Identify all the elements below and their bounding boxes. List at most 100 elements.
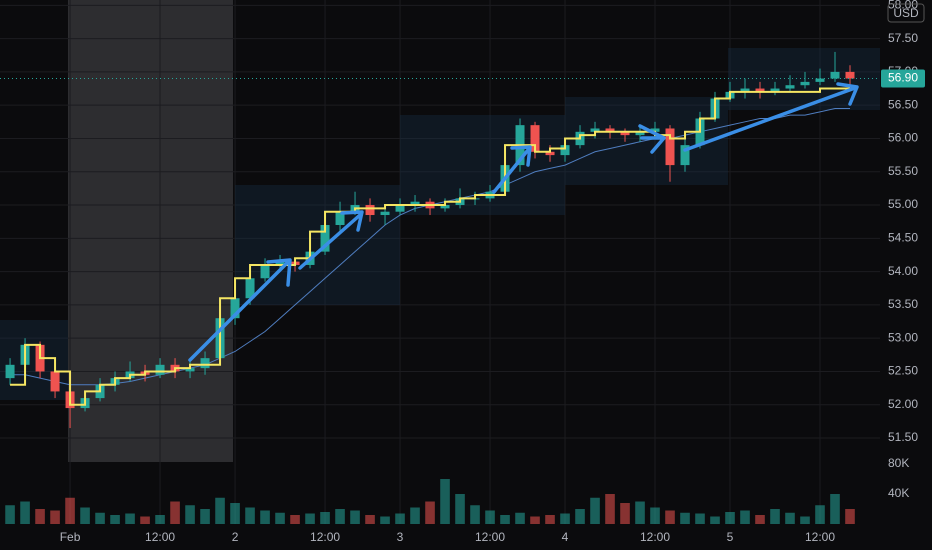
x-tick-label: 2 bbox=[232, 530, 239, 544]
candle-body bbox=[365, 205, 375, 216]
arrow bbox=[188, 258, 292, 362]
axis-panel bbox=[880, 0, 932, 550]
candle-body bbox=[200, 358, 210, 369]
volume-bar bbox=[365, 515, 375, 524]
candle-body bbox=[245, 278, 255, 299]
y-tick-label: 53.00 bbox=[888, 330, 918, 344]
step-line bbox=[10, 87, 851, 406]
volume-bar bbox=[440, 479, 450, 524]
y-tick-label: 58.00 bbox=[888, 0, 918, 11]
x-tick-label: 4 bbox=[562, 530, 569, 544]
volume-bar bbox=[725, 512, 735, 524]
candle-body bbox=[665, 128, 675, 166]
candle-body bbox=[440, 205, 450, 209]
y-tick-label: 52.00 bbox=[888, 397, 918, 411]
volume-tick-label: 80K bbox=[888, 456, 909, 470]
volume-bar bbox=[530, 516, 540, 524]
candle-body bbox=[845, 71, 855, 79]
volume-bar bbox=[665, 510, 675, 524]
candle-body bbox=[635, 131, 645, 136]
volume-bar bbox=[515, 512, 525, 524]
volume-bar bbox=[770, 509, 780, 524]
currency: USD bbox=[893, 6, 919, 20]
volume-bar bbox=[20, 501, 30, 524]
volume-bar bbox=[620, 503, 630, 524]
x-tick-label: 12:00 bbox=[805, 530, 835, 544]
currency-badge bbox=[887, 3, 925, 23]
y-tick-label: 57.50 bbox=[888, 31, 918, 45]
volume-bar bbox=[650, 507, 660, 524]
volume-bar bbox=[110, 515, 120, 524]
volume-bar bbox=[215, 497, 225, 524]
candle-body bbox=[800, 81, 810, 86]
y-tick-label: 52.50 bbox=[888, 364, 918, 378]
candle-body bbox=[590, 128, 600, 132]
volume-bar bbox=[65, 497, 75, 524]
candle-body bbox=[755, 88, 765, 92]
candle-body bbox=[230, 298, 240, 319]
volume-bar bbox=[575, 509, 585, 524]
y-tick-label: 56.50 bbox=[888, 97, 918, 111]
y-tick-label: 56.00 bbox=[888, 131, 918, 145]
volume-bar bbox=[230, 503, 240, 524]
x-tick-label: 12:00 bbox=[145, 530, 175, 544]
profile-box bbox=[400, 115, 565, 215]
x-tick-label: 12:00 bbox=[475, 530, 505, 544]
candle-body bbox=[605, 128, 615, 132]
volume-bar bbox=[605, 494, 615, 524]
session-shade bbox=[68, 0, 233, 462]
y-tick-label: 54.00 bbox=[888, 264, 918, 278]
volume-bar bbox=[635, 501, 645, 524]
candle-body bbox=[680, 145, 690, 166]
volume-bar bbox=[380, 516, 390, 524]
arrow bbox=[492, 145, 532, 194]
last-price-badge bbox=[881, 69, 925, 88]
candle-body bbox=[785, 85, 795, 89]
arrow bbox=[683, 82, 859, 152]
x-tick-label: 5 bbox=[727, 530, 734, 544]
volume-bar bbox=[320, 512, 330, 524]
candle-body bbox=[320, 225, 330, 252]
volume-bar bbox=[710, 516, 720, 524]
volume-bar bbox=[350, 510, 360, 524]
candle-body bbox=[380, 211, 390, 216]
candle-body bbox=[185, 368, 195, 372]
volume-bar bbox=[50, 510, 60, 524]
candle-body bbox=[815, 78, 825, 82]
candle-body bbox=[620, 131, 630, 136]
y-tick-label: 55.00 bbox=[888, 197, 918, 211]
candle-body bbox=[545, 151, 555, 156]
volume-bar bbox=[500, 515, 510, 524]
axis-panel bbox=[0, 524, 880, 550]
volume-tick-label: 40K bbox=[888, 486, 909, 500]
volume-bar bbox=[560, 513, 570, 524]
volume-bar bbox=[455, 494, 465, 524]
annotation-arrows bbox=[188, 82, 859, 362]
volume-bar bbox=[275, 512, 285, 524]
volume-bar bbox=[95, 512, 105, 524]
volume-bar bbox=[755, 515, 765, 524]
y-tick-label: 55.50 bbox=[888, 164, 918, 178]
volume-bar bbox=[485, 510, 495, 524]
volume-bar bbox=[305, 513, 315, 524]
profile-box bbox=[235, 185, 400, 305]
volume-bar bbox=[425, 501, 435, 524]
arrow bbox=[298, 210, 364, 270]
candle-body bbox=[5, 364, 15, 379]
candle-body bbox=[560, 145, 570, 156]
volume-bar bbox=[410, 507, 420, 524]
x-tick-label: 3 bbox=[397, 530, 404, 544]
candle-body bbox=[155, 364, 165, 375]
volume-bar bbox=[785, 512, 795, 524]
candle-body bbox=[770, 88, 780, 92]
volume-bar bbox=[80, 507, 90, 524]
candle-body bbox=[410, 201, 420, 206]
x-tick-label: 12:00 bbox=[310, 530, 340, 544]
volume-bar bbox=[200, 509, 210, 524]
y-tick-label: 54.50 bbox=[888, 230, 918, 244]
volume-bar bbox=[5, 505, 15, 524]
last-price-label: 56.90 bbox=[888, 71, 918, 85]
candle-body bbox=[830, 71, 840, 79]
volume-bar bbox=[740, 510, 750, 524]
